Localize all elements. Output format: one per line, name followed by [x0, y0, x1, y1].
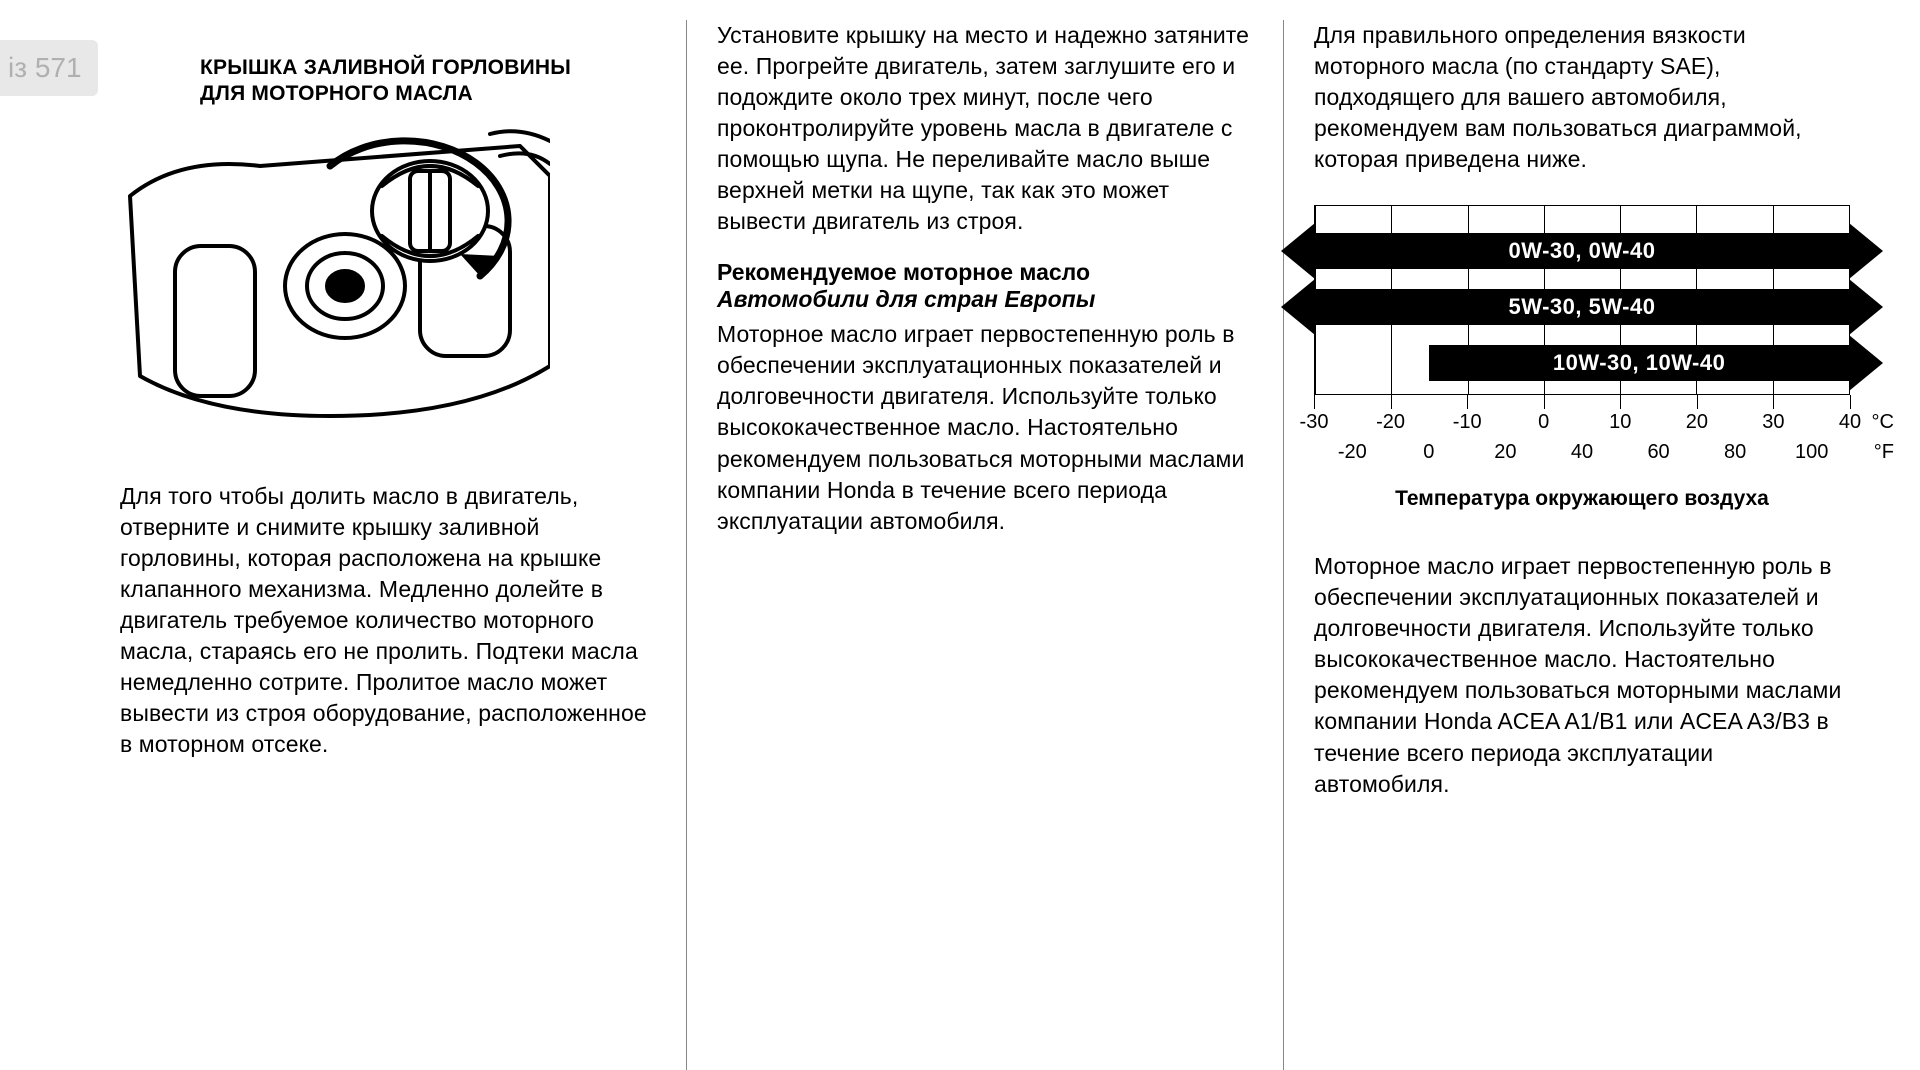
arrow-left-icon [1281, 279, 1315, 335]
celsius-label: -10 [1453, 411, 1482, 434]
fahrenheit-label: 60 [1647, 441, 1669, 464]
col2-paragraph-1: Установите крышку на место и надежно зат… [717, 20, 1253, 237]
col2-paragraph-2: Моторное масло играет первостепенную рол… [717, 319, 1253, 536]
fahrenheit-label: -20 [1338, 441, 1367, 464]
viscosity-bar-row: 0W-30, 0W-40 [1315, 233, 1849, 269]
col3-paragraph-1: Для правильного определения вязкости мот… [1314, 20, 1850, 175]
viscosity-bar: 10W-30, 10W-40 [1429, 345, 1849, 381]
col2-heading: Рекомендуемое моторное масло [717, 259, 1253, 286]
arrow-right-icon [1849, 335, 1883, 391]
viscosity-bar-label: 10W-30, 10W-40 [1553, 350, 1725, 376]
scale-fahrenheit: -20020406080100°F [1314, 441, 1850, 469]
celsius-label: 0 [1538, 411, 1549, 434]
tick-mark [1314, 395, 1315, 409]
viscosity-bar: 0W-30, 0W-40 [1315, 233, 1849, 269]
chart-caption: Температура окружающего воздуха [1314, 487, 1850, 511]
celsius-label: -30 [1300, 411, 1329, 434]
viscosity-chart: 0W-30, 0W-40 5W-30, 5W-40 10W-30, 10W-40 -… [1314, 205, 1850, 511]
tick-mark [1467, 395, 1468, 409]
arrow-right-icon [1849, 279, 1883, 335]
viscosity-bar: 5W-30, 5W-40 [1315, 289, 1849, 325]
oil-cap-illustration [120, 116, 550, 446]
col3-paragraph-2: Моторное масло играет первостепенную рол… [1314, 551, 1850, 799]
column-3: Для правильного определения вязкости мот… [1283, 20, 1880, 1070]
chart-ticks [1314, 395, 1850, 409]
celsius-label: 20 [1686, 411, 1708, 434]
tick-mark [1773, 395, 1774, 409]
column-1: КРЫШКА ЗАЛИВНОЙ ГОРЛОВИНЫ ДЛЯ МОТОРНОГО … [90, 20, 686, 1070]
fahrenheit-label: 100 [1795, 441, 1828, 464]
tick-mark [1391, 395, 1392, 409]
viscosity-bar-label: 0W-30, 0W-40 [1509, 238, 1656, 264]
col2-subheading: Автомобили для стран Европы [717, 286, 1253, 313]
arrow-left-icon [1281, 223, 1315, 279]
caption-line-2: ДЛЯ МОТОРНОГО МАСЛА [200, 82, 473, 105]
viscosity-bar-label: 5W-30, 5W-40 [1509, 294, 1656, 320]
chart-grid: 0W-30, 0W-40 5W-30, 5W-40 10W-30, 10W-40 [1314, 205, 1850, 395]
celsius-label: 30 [1762, 411, 1784, 434]
celsius-label: 10 [1609, 411, 1631, 434]
page-count-badge: із 571 [0, 40, 98, 96]
illustration-caption: КРЫШКА ЗАЛИВНОЙ ГОРЛОВИНЫ ДЛЯ МОТОРНОГО … [200, 55, 656, 108]
viscosity-bar-row: 5W-30, 5W-40 [1315, 289, 1849, 325]
fahrenheit-label: 40 [1571, 441, 1593, 464]
celsius-label: -20 [1376, 411, 1405, 434]
fahrenheit-label: 0 [1423, 441, 1434, 464]
tick-mark [1697, 395, 1698, 409]
fahrenheit-label: 20 [1494, 441, 1516, 464]
celsius-label: 40 [1839, 411, 1861, 434]
scale-celsius: -30-20-10010203040°C [1314, 411, 1850, 439]
col1-paragraph-1: Для того чтобы долить масло в двигатель,… [120, 481, 656, 760]
tick-mark [1620, 395, 1621, 409]
tick-mark [1850, 395, 1851, 409]
viscosity-bar-row: 10W-30, 10W-40 [1315, 345, 1849, 381]
fahrenheit-unit: °F [1874, 441, 1894, 464]
caption-line-1: КРЫШКА ЗАЛИВНОЙ ГОРЛОВИНЫ [200, 56, 571, 79]
column-2: Установите крышку на место и надежно зат… [686, 20, 1283, 1070]
page-columns: КРЫШКА ЗАЛИВНОЙ ГОРЛОВИНЫ ДЛЯ МОТОРНОГО … [0, 0, 1920, 1070]
tick-mark [1544, 395, 1545, 409]
fahrenheit-label: 80 [1724, 441, 1746, 464]
celsius-unit: °C [1872, 411, 1894, 434]
arrow-right-icon [1849, 223, 1883, 279]
